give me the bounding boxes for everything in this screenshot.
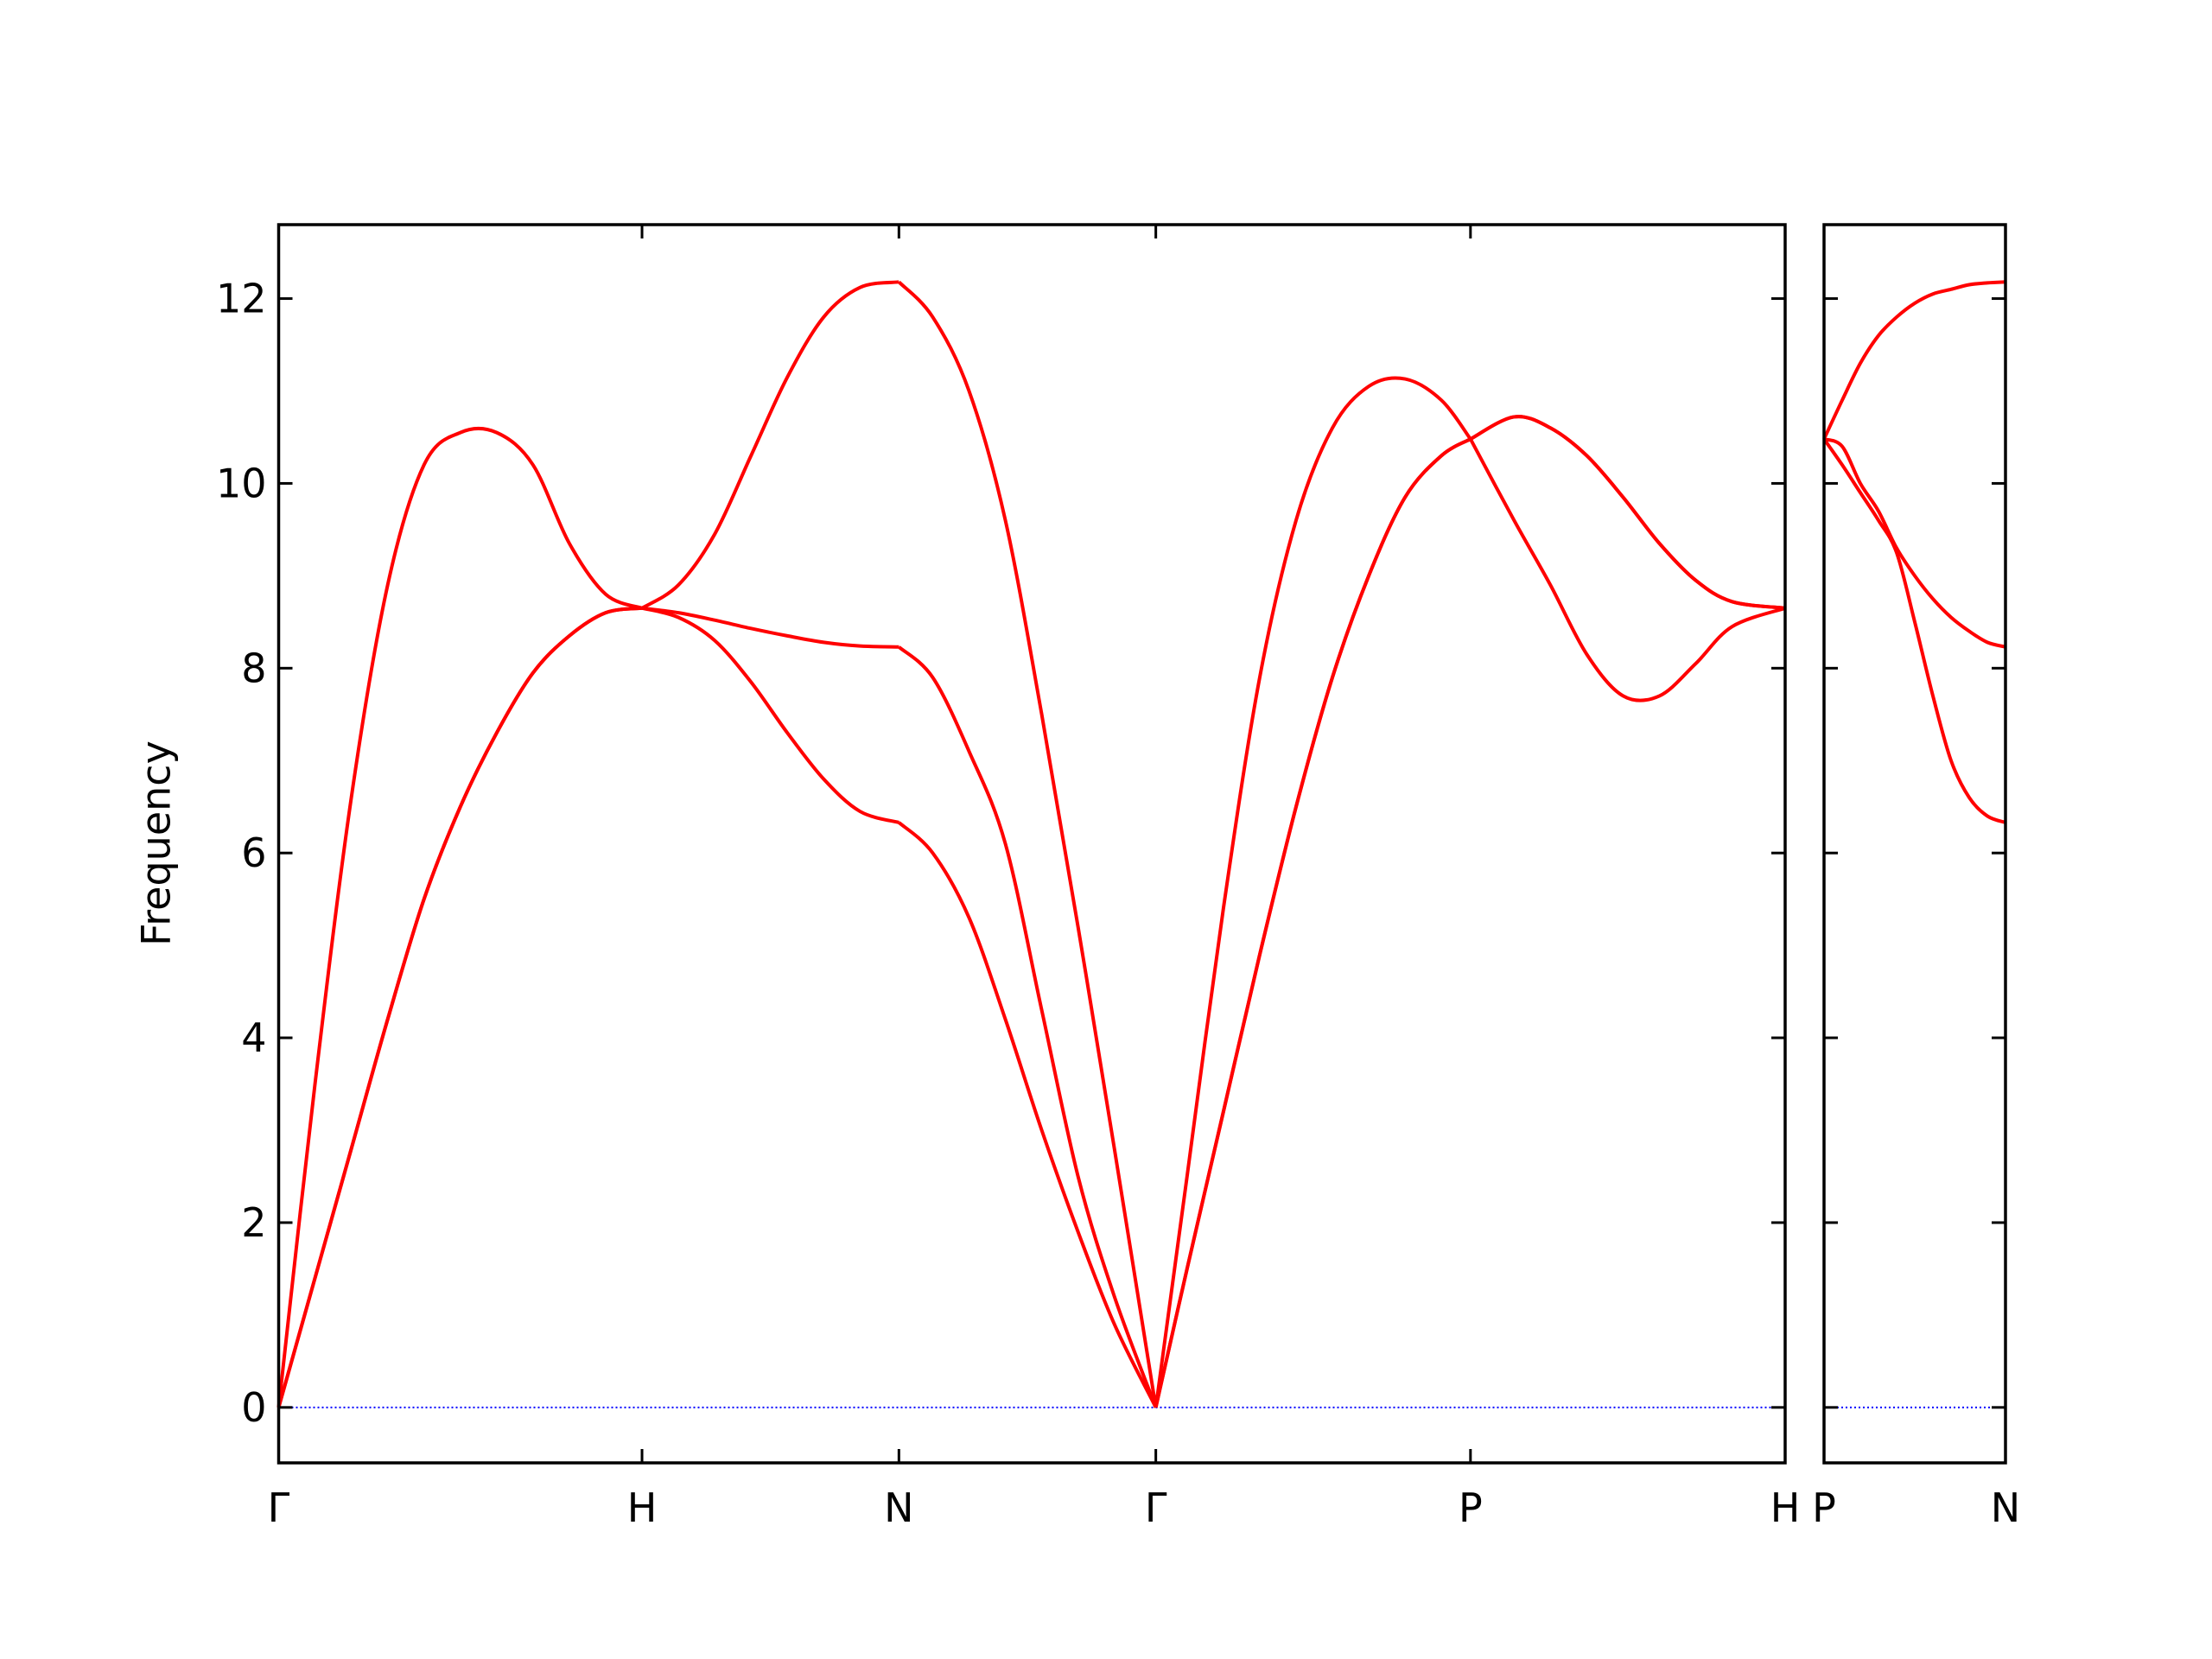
x-tick-label: H xyxy=(1770,1484,1801,1531)
y-tick-label: 4 xyxy=(241,1014,266,1061)
y-tick-label: 2 xyxy=(241,1199,266,1246)
x-tick-label: Γ xyxy=(1145,1484,1167,1531)
y-tick-label: 10 xyxy=(216,460,267,506)
plot-frame xyxy=(276,223,1787,1465)
y-axis-label: Frequency xyxy=(133,741,180,946)
x-tick-label: Γ xyxy=(268,1484,290,1531)
y-tick-label: 12 xyxy=(216,276,267,322)
band-line xyxy=(1822,280,2006,440)
x-tick-label: N xyxy=(1991,1484,2020,1531)
x-tick-label: H xyxy=(627,1484,658,1531)
y-tick-label: 6 xyxy=(241,830,266,876)
band-line xyxy=(276,280,1786,1408)
band-line xyxy=(276,415,1786,1408)
band-line xyxy=(1822,437,2006,824)
x-tick-label: P xyxy=(1812,1484,1836,1531)
plot-frame xyxy=(1822,223,2007,1465)
y-tick-label: 8 xyxy=(241,645,266,691)
x-tick-label: N xyxy=(884,1484,913,1531)
y-tick-label: 0 xyxy=(241,1384,266,1431)
x-tick-label: P xyxy=(1459,1484,1483,1531)
band-line xyxy=(1823,437,2006,649)
